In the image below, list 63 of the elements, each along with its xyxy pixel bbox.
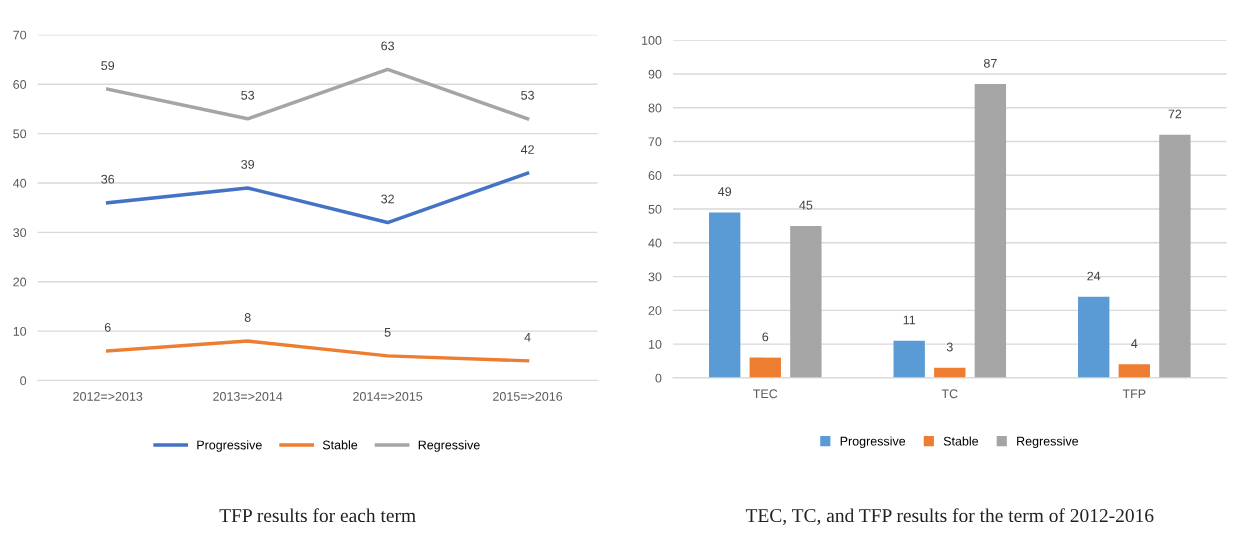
- data-label: 6: [104, 322, 111, 332]
- x-tick-label: TC: [941, 389, 958, 399]
- y-tick-label: 0: [20, 376, 27, 386]
- data-label: 53: [241, 90, 255, 100]
- y-tick-label: 70: [648, 137, 662, 147]
- y-tick-label: 30: [13, 228, 27, 238]
- y-tick-label: 60: [648, 171, 662, 180]
- legend-label: Stable: [943, 436, 979, 446]
- y-tick-label: 50: [13, 129, 27, 139]
- data-label: 5: [384, 328, 391, 337]
- bar: [974, 84, 1007, 378]
- y-tick-label: 70: [13, 30, 27, 40]
- text: TFP results for each term: [219, 508, 416, 523]
- data-label: 87: [983, 58, 997, 68]
- bar: [790, 225, 822, 378]
- data-label: 59: [101, 61, 115, 71]
- y-tick-label: 100: [642, 36, 662, 45]
- y-tick-label: 40: [13, 178, 27, 188]
- y-tick-label: 30: [648, 272, 662, 282]
- data-label: 8: [244, 313, 251, 322]
- legend-label: Progressive: [197, 440, 262, 452]
- y-tick-label: 20: [648, 306, 662, 315]
- text: TEC, TC, and TFP results for the term of 2012-2016: [745, 508, 1154, 525]
- data-label: 32: [381, 194, 394, 204]
- data-label: 42: [520, 145, 534, 154]
- bar: [1159, 134, 1191, 378]
- x-tick-label: 2013=>2014: [213, 392, 283, 401]
- data-label: 4: [524, 332, 531, 342]
- data-label: 53: [521, 90, 534, 100]
- data-label: 24: [1087, 271, 1101, 281]
- bar: [1118, 364, 1150, 378]
- legend-label: Regressive: [1017, 436, 1079, 449]
- bar: [1078, 296, 1110, 378]
- data-label: 4: [1131, 339, 1138, 348]
- x-tick-label: 2014=>2015: [353, 392, 423, 401]
- y-tick-label: 20: [13, 277, 27, 287]
- bar: [749, 357, 781, 378]
- legend-label: Regressive: [418, 440, 480, 452]
- y-tick-label: 80: [648, 103, 662, 113]
- x-tick-label: TEC: [753, 389, 778, 399]
- data-label: 45: [799, 200, 813, 210]
- y-tick-label: 60: [13, 80, 27, 89]
- data-label: 49: [718, 187, 732, 197]
- data-label: 63: [381, 41, 395, 51]
- y-tick-label: 0: [655, 373, 662, 383]
- data-label: 39: [241, 159, 255, 169]
- legend-label: Stable: [322, 440, 358, 450]
- data-label: 36: [101, 174, 115, 184]
- y-tick-label: 50: [648, 204, 662, 214]
- data-label: 6: [762, 332, 769, 342]
- data-label: 11: [903, 315, 916, 325]
- x-tick-label: 2015=>2016: [493, 392, 563, 401]
- data-label: 3: [946, 342, 953, 352]
- y-tick-label: 10: [13, 326, 27, 336]
- x-tick-label: TFP: [1122, 389, 1146, 399]
- y-tick-label: 90: [648, 69, 662, 79]
- bar: [893, 340, 925, 378]
- bar: [709, 212, 741, 378]
- data-label: 72: [1168, 109, 1182, 119]
- legend-label: Progressive: [840, 436, 906, 449]
- y-tick-label: 40: [648, 238, 662, 248]
- y-tick-label: 10: [648, 339, 662, 349]
- x-tick-label: 2012=>2013: [73, 392, 143, 401]
